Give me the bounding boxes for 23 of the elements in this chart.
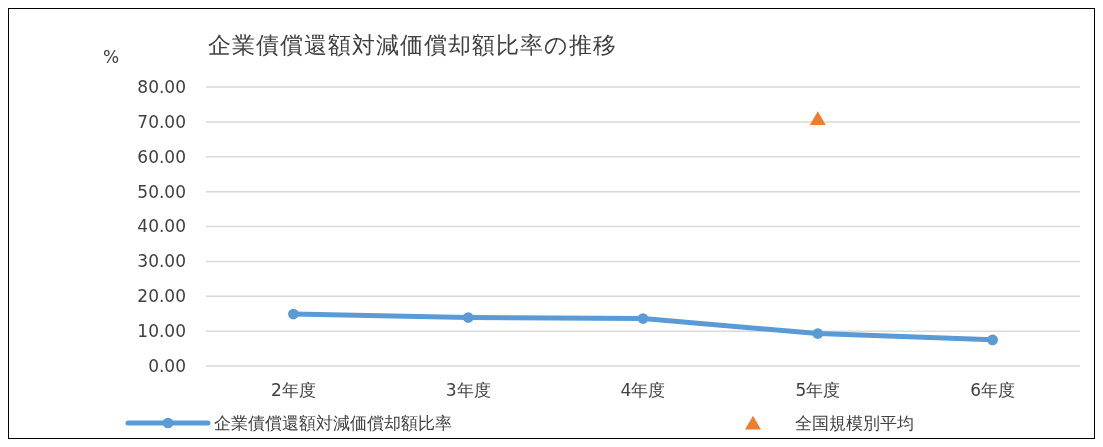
y-tick-label: 80.00 xyxy=(137,76,186,97)
x-tick-label: 5年度 xyxy=(795,380,841,400)
y-tick-label: 60.00 xyxy=(137,146,186,167)
legend-label: 企業債償還額対減価償却額比率 xyxy=(214,412,452,433)
y-tick-label: 30.00 xyxy=(137,251,186,272)
y-axis-title: % xyxy=(102,47,120,67)
x-tick-label: 2年度 xyxy=(270,380,316,400)
legend-label: 全国規模別平均 xyxy=(795,412,914,433)
point xyxy=(462,312,474,323)
y-tick-label: 70.00 xyxy=(137,111,186,132)
y-tick-label: 50.00 xyxy=(137,181,186,202)
x-tick-label: 4年度 xyxy=(620,380,666,400)
y-tick-label: 10.00 xyxy=(137,321,186,342)
point xyxy=(987,334,998,346)
chart-title: 企業債償還額対減価償却額比率の推移 xyxy=(208,32,617,58)
x-tick-label: 6年度 xyxy=(970,380,1016,400)
x-tick-label: 3年度 xyxy=(445,380,491,400)
point xyxy=(637,313,649,324)
point xyxy=(288,308,299,320)
y-tick-label: 0.00 xyxy=(148,355,186,376)
y-tick-label: 20.00 xyxy=(137,286,186,307)
y-tick-label: 40.00 xyxy=(137,216,186,237)
point xyxy=(812,328,824,339)
